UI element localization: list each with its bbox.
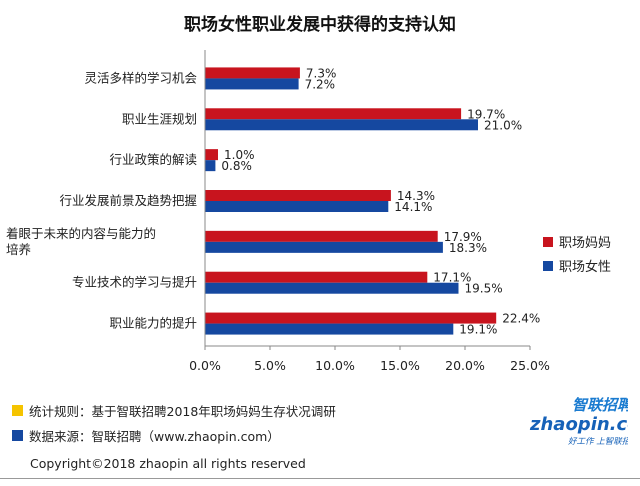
bar-women — [205, 282, 459, 294]
bar-women — [205, 160, 216, 172]
legend-label: 职场妈妈 — [559, 236, 611, 251]
data-label: 17.9% — [444, 230, 482, 244]
data-label: 14.1% — [394, 200, 432, 214]
bar-mom — [205, 149, 218, 161]
data-source-text: 数据来源：智联招聘（www.zhaopin.com） — [29, 429, 280, 444]
category-label: 专业技术的学习与提升 — [72, 275, 197, 290]
category-label-line: 培养 — [6, 242, 31, 257]
data-label: 21.0% — [484, 118, 522, 132]
x-tick-label: 5.0% — [254, 358, 286, 373]
data-label: 0.8% — [221, 159, 252, 173]
category-label: 行业政策的解读 — [109, 152, 197, 167]
logo-en-text: zhaopin.com — [529, 414, 628, 435]
data-label: 22.4% — [502, 312, 540, 326]
blue-square-icon — [12, 430, 23, 441]
legend-label: 职场女性 — [559, 259, 611, 275]
stat-rule-note: 统计规则：基于智联招聘2018年职场妈妈生存状况调研 — [12, 401, 336, 420]
category-label: 着眼于未来的内容与能力的培养 — [6, 226, 156, 257]
copyright-text: Copyright©2018 zhaopin all rights reserv… — [30, 456, 306, 471]
data-label: 19.5% — [465, 282, 503, 296]
logo-cn-text: 智联招聘 — [572, 396, 628, 414]
data-label: 7.3% — [306, 66, 337, 80]
stat-rule-text: 统计规则：基于智联招聘2018年职场妈妈生存状况调研 — [29, 404, 336, 419]
bar-mom — [205, 271, 428, 283]
x-tick-label: 15.0% — [380, 358, 420, 373]
bar-women — [205, 201, 389, 212]
category-label: 职业能力的提升 — [109, 316, 197, 331]
logo-tagline-text: 好工作 上智联招聘 — [568, 436, 628, 447]
category-label: 行业发展前景及趋势把握 — [59, 193, 197, 208]
bar-chart: 灵活多样的学习机会 7.3%7.2% 职业生涯规划 19.7%21.0% 行业政策的解读… — [6, 50, 611, 373]
bar-mom — [205, 67, 300, 79]
bar-women — [205, 78, 299, 90]
data-label: 19.7% — [467, 107, 505, 121]
bar-mom — [205, 108, 462, 120]
x-tick-label: 25.0% — [510, 358, 550, 373]
bar-women — [205, 241, 443, 253]
data-label: 7.2% — [305, 77, 336, 91]
category-label: 灵活多样的学习机会 — [84, 70, 197, 85]
data-label: 18.3% — [449, 241, 487, 255]
data-label: 14.3% — [397, 189, 435, 203]
yellow-square-icon — [12, 405, 23, 416]
x-tick-label: 10.0% — [315, 358, 355, 373]
category-label-line: 着眼于未来的内容与能力的 — [6, 226, 156, 241]
legend-swatch — [543, 261, 553, 271]
data-label: 17.1% — [433, 271, 471, 285]
bar-mom — [205, 190, 391, 201]
chart-title: 职场女性职业发展中获得的支持认知 — [184, 15, 456, 35]
data-source-note: 数据来源：智联招聘（www.zhaopin.com） — [12, 426, 280, 445]
bar-women — [205, 323, 454, 335]
x-tick-label: 0.0% — [189, 358, 221, 373]
zhaopin-logo: 智联招聘 zhaopin.com 好工作 上智联招聘 — [529, 396, 628, 447]
bottom-divider — [0, 478, 640, 479]
data-label: 1.0% — [224, 148, 255, 162]
category-label: 职业生涯规划 — [122, 111, 197, 126]
data-label: 19.1% — [459, 323, 497, 337]
bar-mom — [205, 312, 497, 324]
x-tick-label: 20.0% — [445, 358, 485, 373]
bar-women — [205, 119, 478, 131]
legend-swatch — [543, 237, 553, 247]
bar-mom — [205, 230, 438, 242]
